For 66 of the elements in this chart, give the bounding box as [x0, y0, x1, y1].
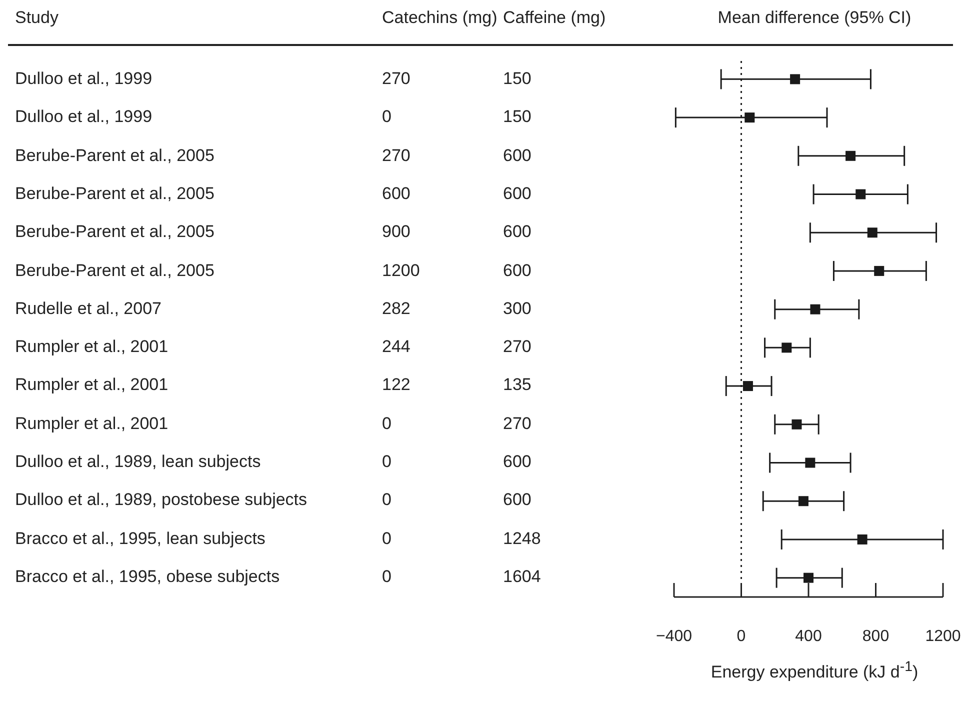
point [810, 304, 820, 314]
point [856, 189, 866, 200]
category-label: Berube-Parent et al., 2005 [15, 146, 214, 166]
text: Caffeine (mg) [503, 8, 606, 28]
point [744, 112, 755, 123]
data-label: 600 [503, 146, 532, 166]
data-label: 900 [382, 222, 410, 242]
data-label: 270 [382, 146, 410, 166]
data-label: 0 [382, 414, 392, 434]
data-label: 0 [382, 566, 392, 587]
data-label: 122 [382, 375, 410, 396]
point [792, 419, 802, 430]
category-label: Berube-Parent et al., 2005 [15, 260, 214, 280]
point [857, 534, 868, 544]
category-label: Berube-Parent et al., 2005 [15, 184, 214, 204]
data-label: 270 [503, 337, 532, 358]
category-label: Berube-Parent et al., 2005 [15, 222, 214, 242]
category-label: Dulloo et al., 1989, postobese subjects [15, 490, 308, 510]
data-label: 600 [382, 184, 410, 204]
x-tick-label: 0 [736, 628, 746, 645]
text: Catechins (mg) [382, 8, 498, 28]
category-label: Rumpler et al., 2001 [15, 375, 168, 396]
data-label: 300 [503, 298, 532, 319]
point [805, 458, 816, 468]
data-label: 282 [382, 298, 410, 319]
point [798, 496, 808, 506]
data-label: 600 [503, 490, 532, 510]
data-label: 135 [503, 375, 532, 396]
data-label: 0 [382, 452, 392, 472]
data-label: 600 [503, 222, 532, 242]
x-tick-label: 1200 [925, 628, 961, 645]
data-label: 150 [503, 107, 532, 128]
category-label: Dulloo et al., 1999 [15, 107, 152, 128]
data-label: 600 [503, 260, 532, 280]
x-tick-label: 400 [795, 628, 822, 645]
x-tick-label: −400 [656, 628, 692, 645]
data-label: 1604 [503, 566, 541, 587]
category-label: Dulloo et al., 1999 [15, 69, 152, 89]
category-label: Rumpler et al., 2001 [15, 414, 168, 434]
category-label: Bracco et al., 1995, lean subjects [15, 528, 266, 549]
point [782, 342, 792, 353]
data-label: 1248 [503, 528, 541, 549]
data-label: 150 [503, 69, 532, 89]
category-label: Dulloo et al., 1989, lean subjects [15, 452, 261, 472]
point [790, 74, 800, 84]
category-label: Bracco et al., 1995, obese subjects [15, 566, 280, 587]
data-label: 1200 [382, 260, 420, 280]
point [846, 150, 856, 161]
x-tick-label: 800 [862, 628, 890, 645]
data-label: 600 [503, 184, 532, 204]
data-label: 0 [382, 528, 392, 549]
point [804, 572, 814, 583]
data-label: 0 [382, 107, 392, 128]
data-label: 270 [382, 69, 410, 89]
x-axis-title: Energy expenditure (kJ d$^{-1}$) [710, 659, 920, 683]
point [867, 228, 878, 238]
point [874, 266, 884, 276]
data-label: 600 [503, 452, 532, 472]
data-label: 270 [503, 414, 532, 434]
point [742, 381, 753, 392]
category-label: Rudelle et al., 2007 [15, 298, 162, 319]
text: Study [15, 8, 58, 28]
category-label: Rumpler et al., 2001 [15, 337, 168, 358]
chart-title: Mean difference (95% CI) [716, 8, 912, 28]
data-label: 244 [382, 337, 410, 358]
data-label: 0 [382, 490, 392, 510]
